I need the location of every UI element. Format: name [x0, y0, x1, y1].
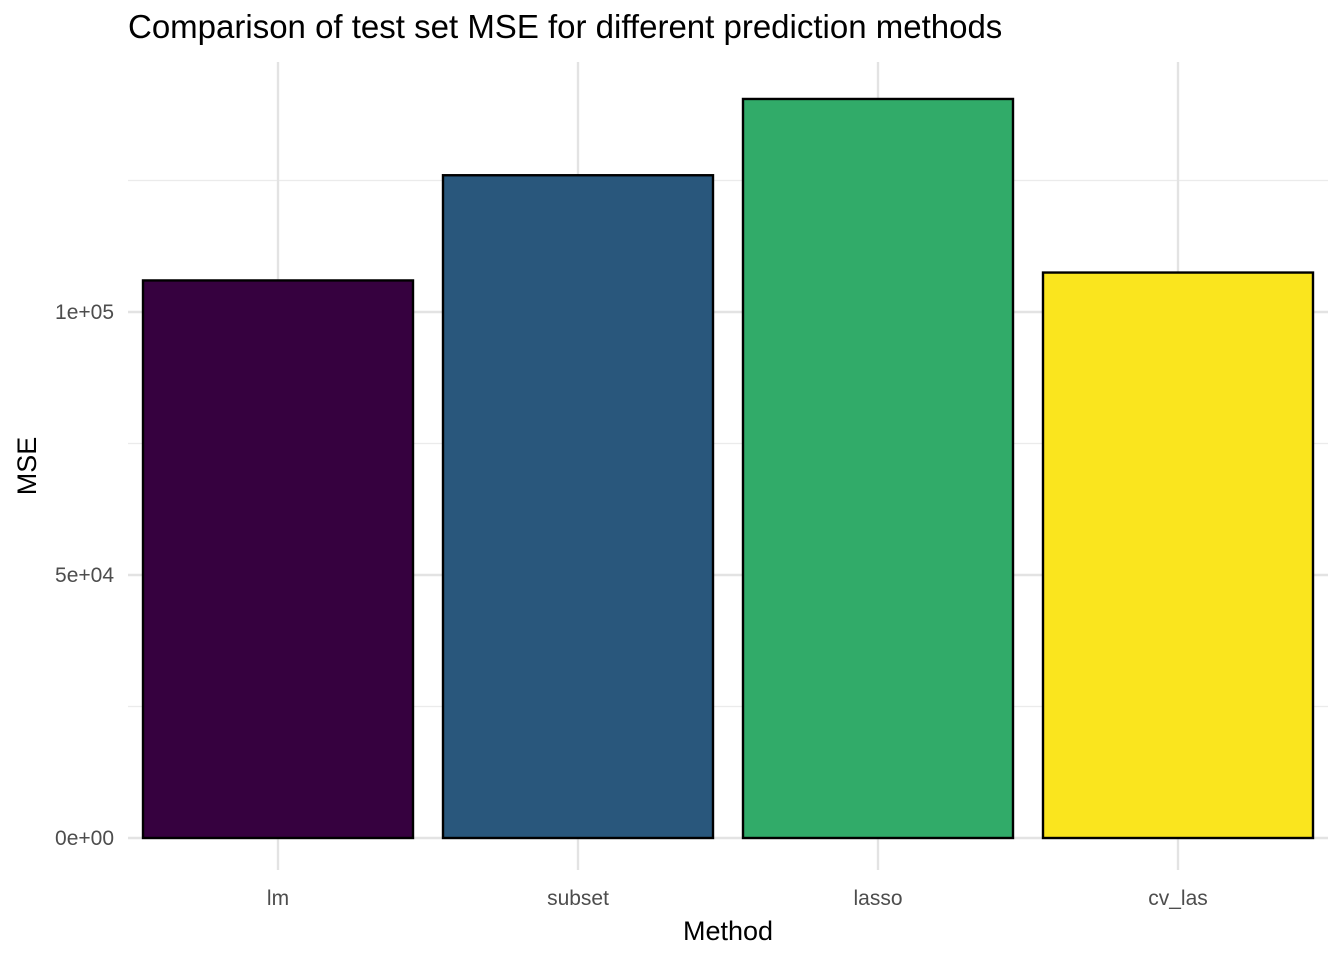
x-tick-labels: lm subset lasso cv_las [267, 887, 1208, 910]
y-tick-label: 1e+05 [55, 301, 114, 324]
y-tick-labels: 0e+00 5e+04 1e+05 [55, 301, 114, 850]
bar-cv_las [1041, 271, 1315, 840]
y-tick-label: 5e+04 [55, 564, 114, 587]
bars [141, 97, 1315, 840]
bar-lm [141, 279, 415, 840]
x-tick-label: lasso [853, 887, 902, 910]
bar-subset [441, 174, 715, 840]
chart-title: Comparison of test set MSE for different… [128, 8, 1003, 45]
x-axis-title: Method [683, 916, 773, 946]
x-tick-label: lm [267, 887, 289, 910]
y-tick-label: 0e+00 [55, 827, 114, 850]
y-axis-title: MSE [12, 437, 42, 496]
bar-lasso [741, 97, 1015, 840]
x-tick-label: subset [547, 887, 609, 910]
x-tick-label: cv_las [1148, 887, 1208, 910]
